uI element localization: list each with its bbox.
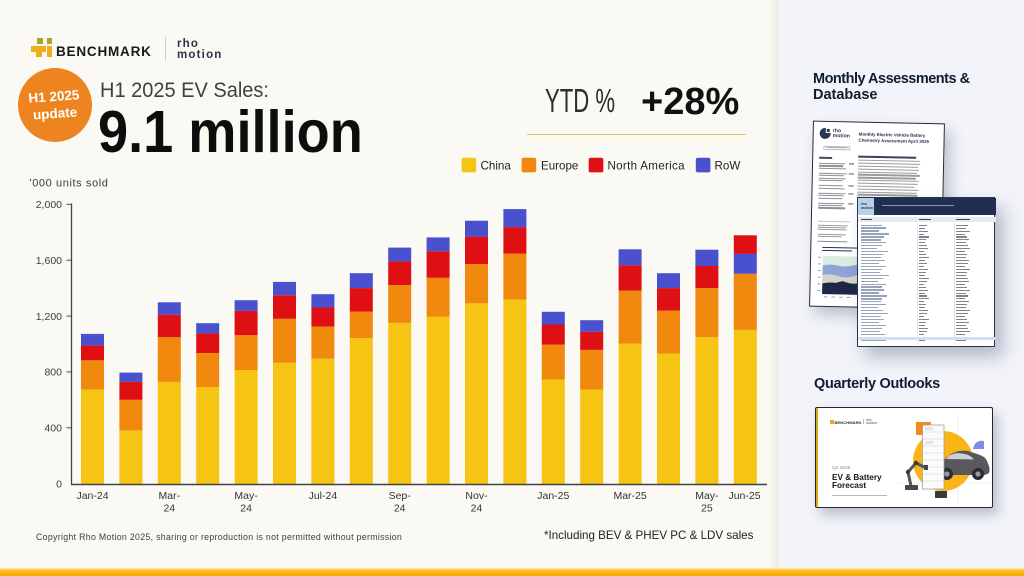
svg-text:24: 24	[163, 503, 175, 515]
svg-text:Jan-24: Jan-24	[76, 490, 108, 502]
svg-text:Sep-: Sep-	[389, 490, 412, 502]
svg-text:Jun-25: Jun-25	[728, 490, 760, 502]
svg-text:1,200: 1,200	[36, 311, 62, 323]
svg-text:May-: May-	[234, 490, 258, 502]
svg-text:China: China	[481, 160, 512, 173]
svg-text:Jan-25: Jan-25	[537, 490, 569, 502]
svg-text:North America: North America	[608, 160, 686, 173]
svg-text:'000 units sold: '000 units sold	[30, 178, 109, 190]
svg-text:24: 24	[240, 503, 252, 515]
svg-text:0: 0	[56, 479, 62, 491]
svg-text:400: 400	[44, 423, 62, 435]
svg-text:24: 24	[471, 503, 483, 515]
svg-text:25: 25	[701, 503, 713, 515]
svg-text:2,000: 2,000	[36, 199, 62, 211]
svg-text:RoW: RoW	[715, 160, 741, 173]
svg-text:Mar-25: Mar-25	[613, 490, 646, 502]
svg-text:800: 800	[44, 367, 62, 379]
svg-text:Europe: Europe	[541, 160, 578, 173]
svg-text:1,600: 1,600	[36, 255, 62, 267]
svg-text:Jul-24: Jul-24	[309, 490, 338, 502]
svg-text:24: 24	[394, 503, 406, 515]
svg-text:Mar-: Mar-	[159, 490, 181, 502]
svg-text:May-: May-	[695, 490, 719, 502]
svg-text:Nov-: Nov-	[465, 490, 488, 502]
